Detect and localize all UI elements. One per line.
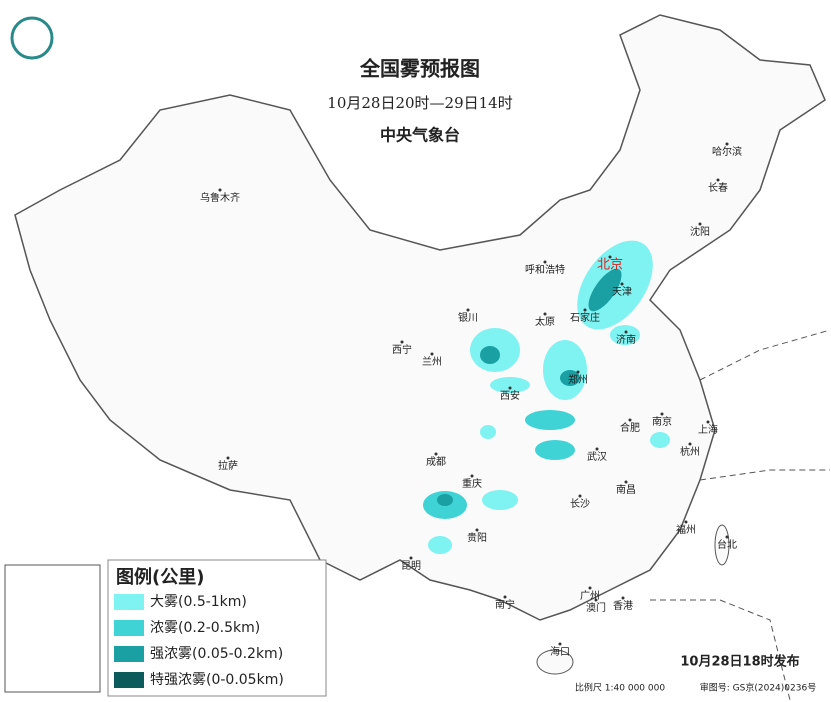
inset-map [4,564,101,693]
city-marker [470,474,474,478]
city-label: 长沙 [570,498,590,510]
city-marker [684,520,688,524]
city-label: 上海 [698,423,718,436]
legend-swatch [114,672,144,688]
city-label: 郑州 [568,373,588,386]
hainan [536,649,574,675]
city-label: 兰州 [422,355,442,368]
city-marker [578,494,582,498]
city-marker [594,598,598,602]
city-label: 武汉 [587,450,607,463]
approval-number: 审图号: GS京(2024)0236号 [700,682,816,694]
city-marker [716,178,720,182]
legend-title: 图例(公里) [116,566,204,588]
city-label: 贵阳 [467,531,487,544]
city-marker [583,308,587,312]
city-marker [725,142,729,146]
city-label: 太原 [535,315,555,328]
legend-label: 特强浓雾(0-0.05km) [150,672,284,688]
city-label: 昆明 [401,560,421,572]
city-marker [400,340,404,344]
city-marker [706,420,710,424]
city-label: 哈尔滨 [712,145,742,158]
city-marker [466,308,470,312]
city-marker [628,418,632,422]
city-label: 重庆 [462,477,482,490]
city-label: 台北 [717,538,737,551]
city-label: 沈阳 [690,225,710,238]
city-label: 天津 [612,286,632,298]
city-label: 合肥 [620,421,640,434]
city-marker [588,586,592,590]
legend-swatch [114,594,144,610]
city-marker [558,642,562,646]
city-label: 澳门 [586,601,606,614]
legend: 大雾(0.5-1km) 浓雾(0.2-0.5km) 强浓雾(0.05-0.2km) 特… [114,594,284,688]
legend-label: 浓雾(0.2-0.5km) [150,620,260,636]
sea-boundaries [650,329,831,701]
issuer: 中央气象台 [380,126,460,145]
city-label: 西宁 [392,343,412,356]
taiwan [714,524,730,566]
city-label: 杭州 [680,445,700,458]
city-marker [543,312,547,316]
city-label: 呼和浩特 [525,264,565,276]
city-marker [608,255,612,259]
city-label: 福州 [676,523,696,536]
legend-label: 强浓雾(0.05-0.2km) [150,646,283,662]
city-marker [624,480,628,484]
release-time: 10月28日18时发布 [680,654,799,670]
city-marker [503,595,507,599]
city-label: 海口 [550,645,570,658]
city-marker [576,370,580,374]
city-label: 石家庄 [570,311,600,324]
city-marker [409,556,413,560]
city-label: 成都 [426,456,446,468]
city-label: 拉萨 [218,459,238,472]
city-label: 北京 [597,258,623,273]
city-marker [543,260,547,264]
city-marker [508,386,512,390]
scale: 比例尺 1:40 000 000 [575,682,665,694]
city-marker [698,222,702,226]
city-marker [430,352,434,356]
city-label: 乌鲁木齐 [200,191,240,204]
title: 全国雾预报图 [359,57,480,81]
city-label: 南宁 [495,598,515,611]
city-marker [688,442,692,446]
city-marker [595,447,599,451]
logo [10,16,54,60]
city-label: 香港 [613,600,633,612]
city-marker [475,528,479,532]
city-label: 南京 [652,415,672,428]
city-label: 南昌 [616,483,636,496]
legend-swatch [114,646,144,662]
subtitle: 10月28日20时—29日14时 [327,94,512,112]
city-marker [434,452,438,456]
city-marker [624,330,628,334]
legend-swatch [114,620,144,636]
city-marker [660,412,664,416]
city-label: 长春 [708,182,728,194]
city-marker [620,282,624,286]
city-label: 济南 [616,333,636,346]
city-marker [621,596,625,600]
city-label: 西安 [500,389,520,402]
city-marker [226,456,230,460]
city-label: 银川 [458,311,478,324]
city-marker [725,535,729,539]
fog-patches [423,240,670,554]
city-marker [218,188,222,192]
legend-label: 大雾(0.5-1km) [150,594,247,610]
legend-box [107,559,327,697]
